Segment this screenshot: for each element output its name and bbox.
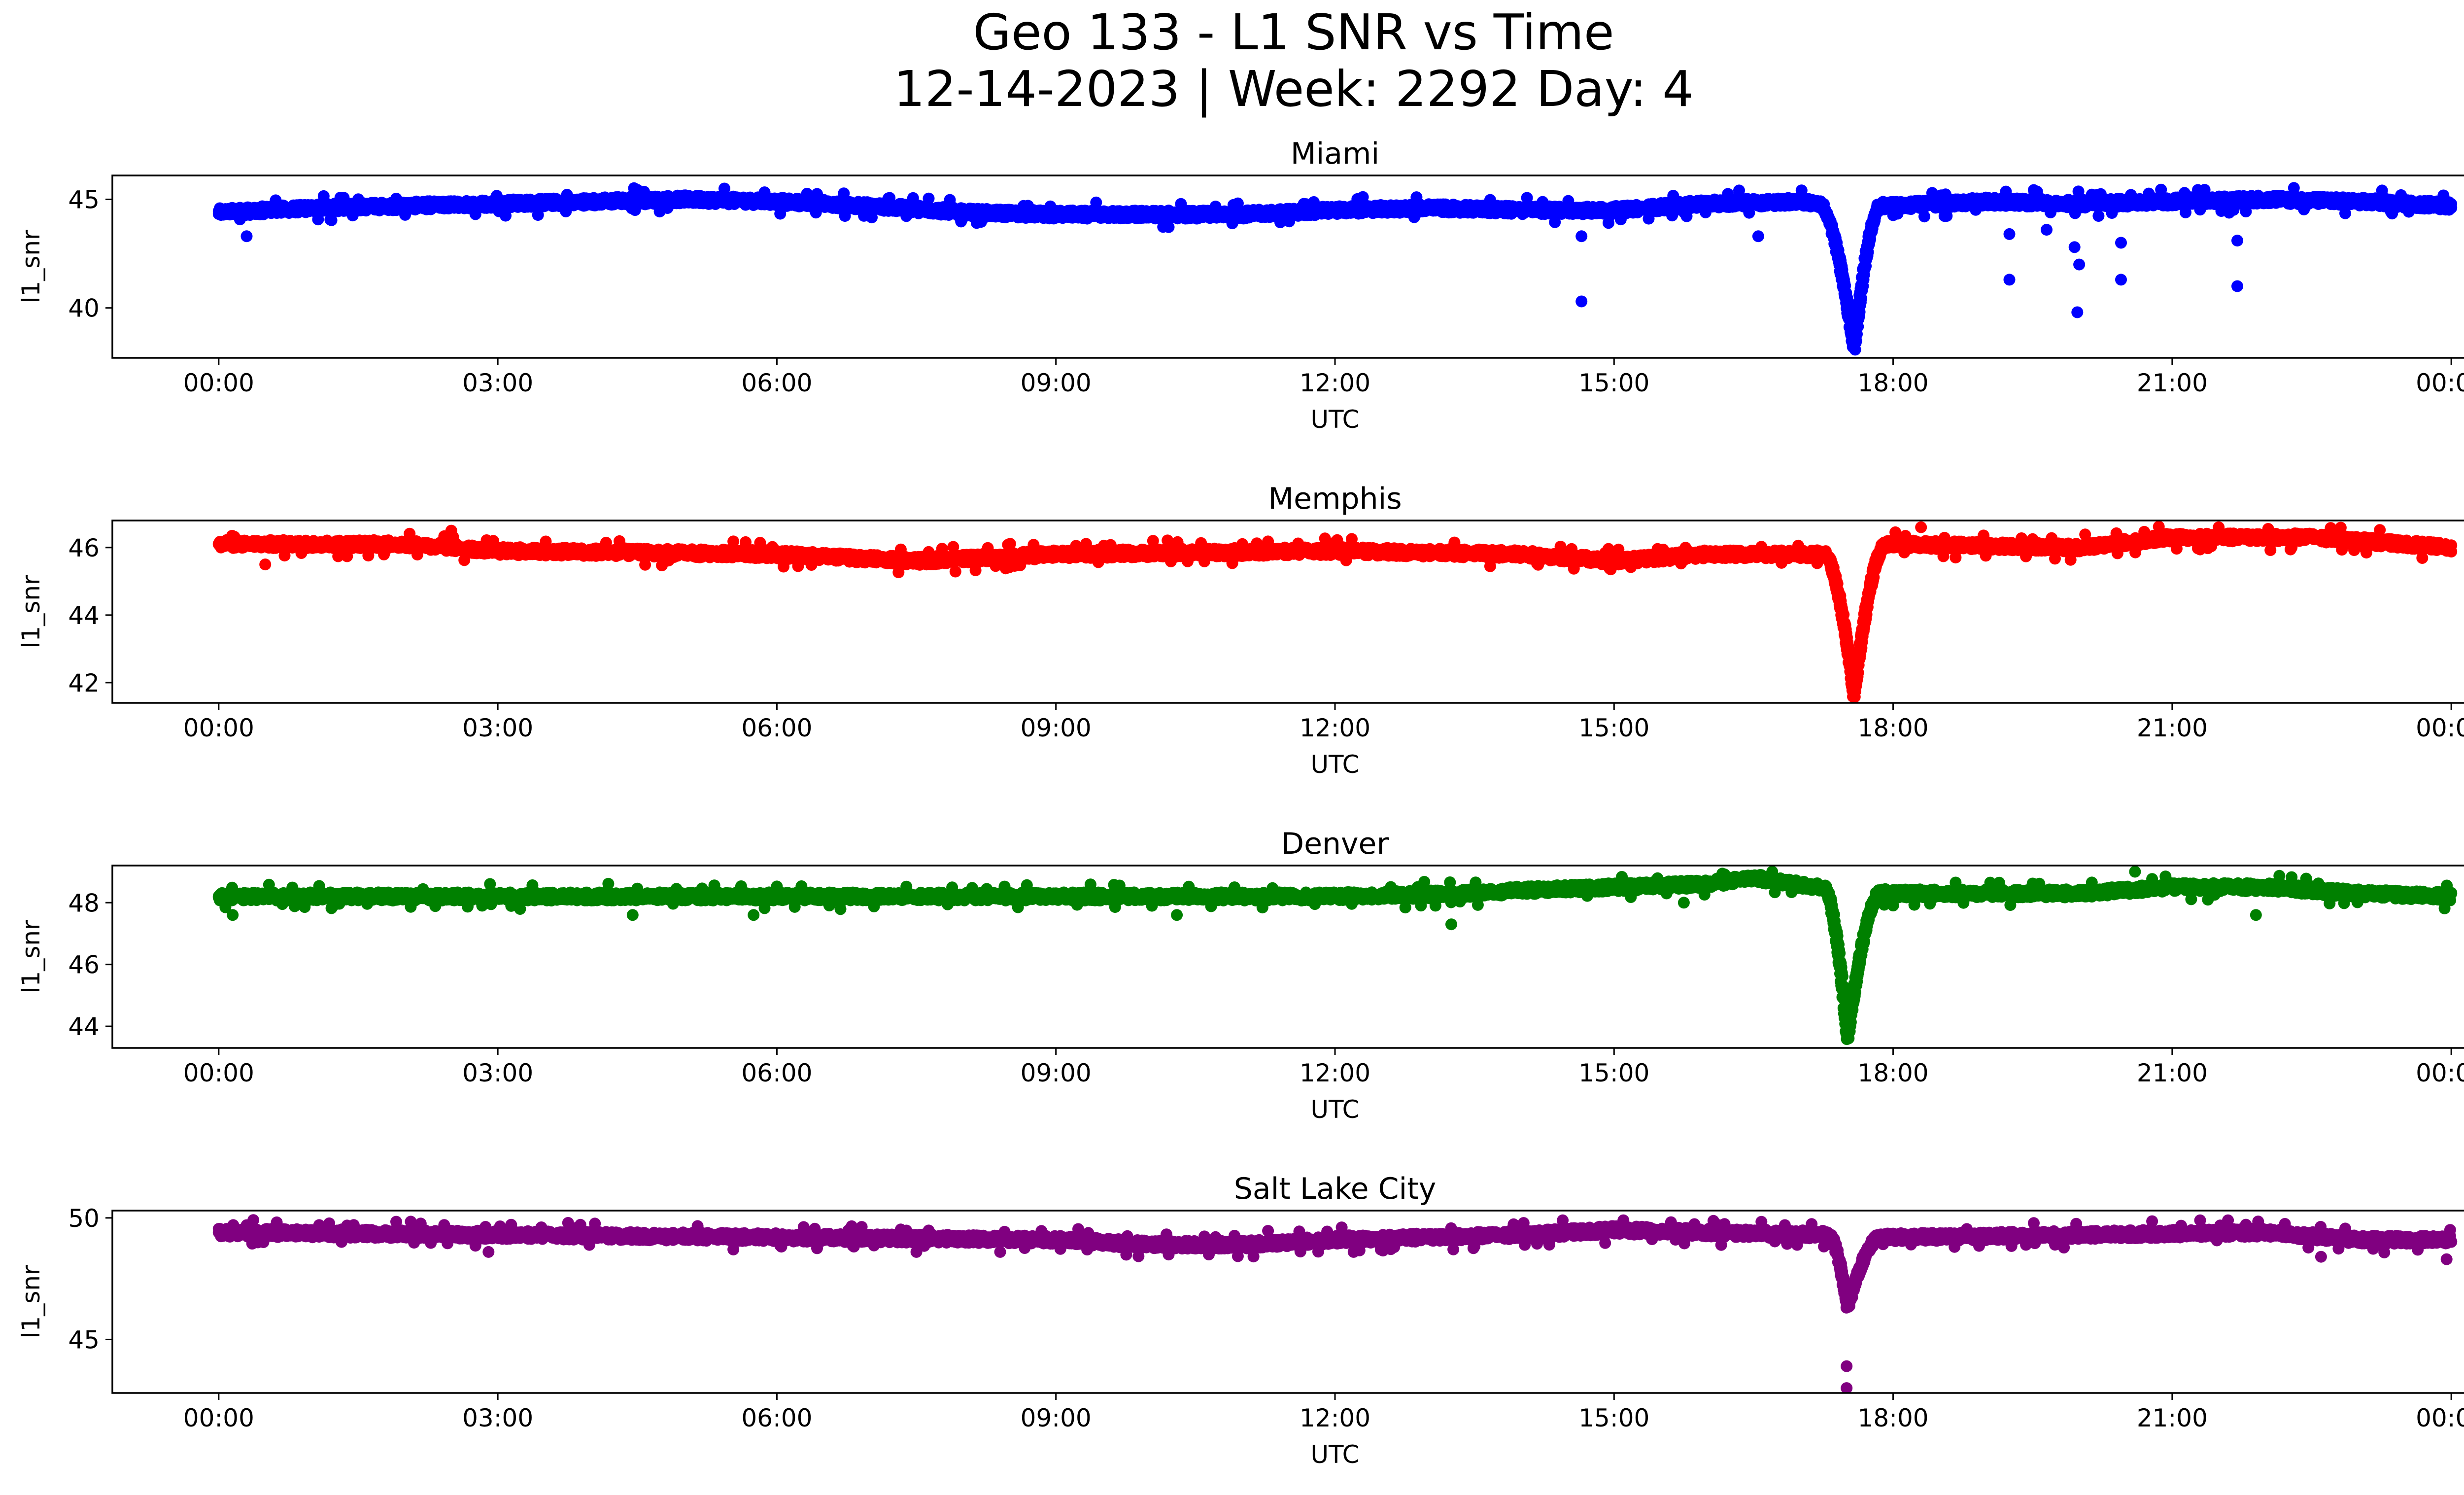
outlier-point <box>2003 228 2016 240</box>
data-point <box>1549 216 1561 228</box>
outlier-point <box>1752 230 1764 243</box>
data-point <box>1875 198 1887 210</box>
data-point <box>532 209 544 221</box>
data-point <box>1232 197 1244 209</box>
outlier-point <box>240 230 253 243</box>
x-tick-label: 12:00 <box>1300 369 1370 397</box>
subplot-miami: Miami 00:00 03:00 06:00 09:00 12:00 15:00 18:00… <box>17 137 2464 434</box>
data-point <box>500 209 512 222</box>
y-axis-label: l1_snr <box>17 230 45 303</box>
data-point <box>1795 184 1808 197</box>
data-point <box>2288 182 2300 194</box>
data-point <box>884 192 896 204</box>
x-tick-label: 09:00 <box>1021 369 1092 397</box>
data-point <box>923 192 935 205</box>
outlier-point <box>2231 280 2243 292</box>
subplot-title: Miami <box>1291 137 1379 171</box>
data-point <box>1918 210 1930 223</box>
y-tick-label: 45 <box>68 185 100 214</box>
x-tick-label: 21:00 <box>2137 369 2208 397</box>
data-point <box>1163 221 1175 233</box>
data-point <box>1941 210 1953 222</box>
x-tick-label: 00:00 <box>183 369 254 397</box>
x-tick-label: 06:00 <box>741 369 812 397</box>
y-tick-label: 40 <box>68 294 100 323</box>
outlier-point <box>2231 235 2243 247</box>
outlier-point <box>1575 295 1588 308</box>
outlier-point <box>2041 224 2053 236</box>
figure-title-line2: 12-14-2023 | Week: 2292 Day: 4 <box>893 60 1693 118</box>
x-tick-label: 15:00 <box>1578 369 1649 397</box>
outlier-point <box>2115 274 2127 286</box>
x-tick-label: 00:00 <box>2416 369 2464 397</box>
data-points <box>212 182 2458 356</box>
data-point <box>2339 207 2351 219</box>
x-tick-label: 03:00 <box>462 369 533 397</box>
figure-title-line1: Geo 133 - L1 SNR vs Time <box>973 3 1614 61</box>
data-point <box>2445 202 2458 214</box>
subplot-title: Memphis <box>1268 482 1402 516</box>
outlier-point <box>2003 274 2016 286</box>
outlier-point <box>2073 258 2086 271</box>
outlier-point <box>1575 230 1588 243</box>
data-point <box>325 214 338 226</box>
data-point <box>1643 212 1655 225</box>
outlier-point <box>2071 306 2084 318</box>
data-point <box>2092 210 2105 222</box>
outlier-point <box>2068 241 2081 253</box>
x-axis-label: UTC <box>1310 405 1359 434</box>
x-tick-label: 18:00 <box>1858 369 1929 397</box>
outlier-point <box>2115 237 2127 249</box>
